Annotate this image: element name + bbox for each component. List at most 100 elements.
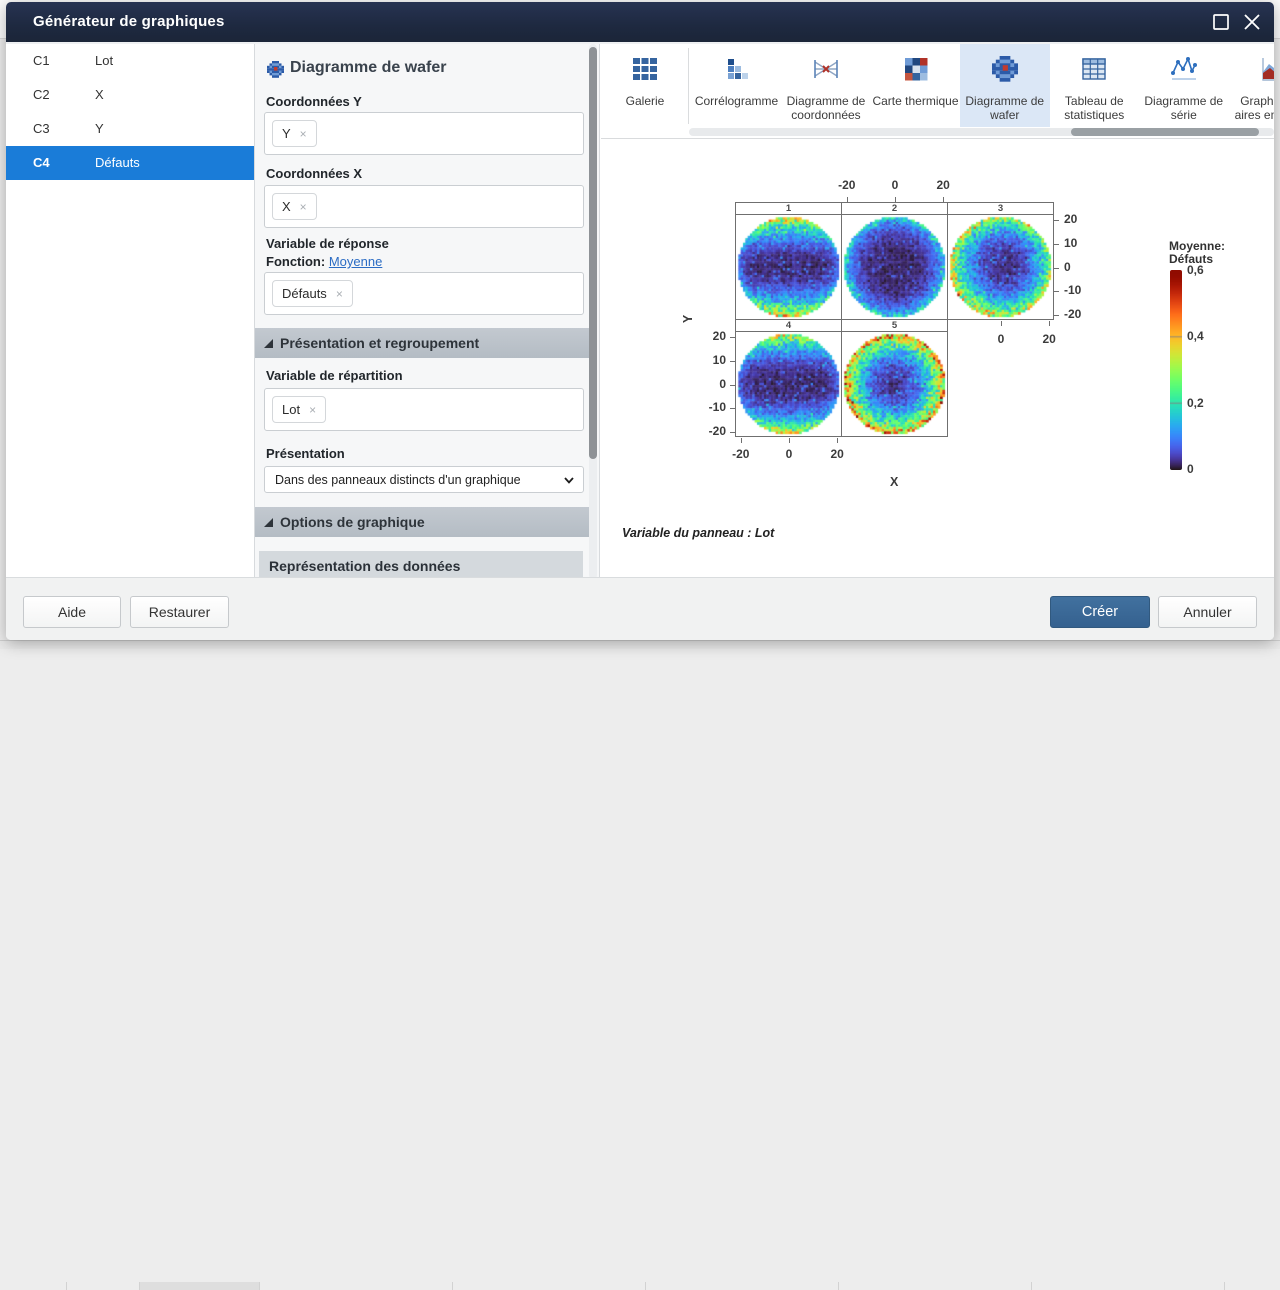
x-axis-tick-bottom	[740, 438, 742, 443]
variable-chip-y[interactable]: Y ×	[272, 120, 317, 147]
worksheet-grid-line	[66, 1282, 67, 1290]
column-row-c2[interactable]: C2 X	[6, 78, 254, 112]
cancel-button[interactable]: Annuler	[1158, 596, 1257, 628]
preview-pane: Galerie Corrélogramme Diagramme de co	[601, 44, 1274, 579]
worksheet-grid-line	[1224, 1282, 1225, 1290]
chip-remove-icon[interactable]: ×	[335, 286, 343, 301]
panel-label: 1	[736, 203, 841, 215]
chip-remove-icon[interactable]: ×	[299, 199, 307, 214]
section-graph-options[interactable]: Options de graphique	[255, 507, 591, 537]
y-axis-tick-right	[1054, 267, 1059, 269]
y-axis-tick-label-left: -10	[708, 400, 726, 415]
section-presentation-grouping[interactable]: Présentation et regroupement	[255, 328, 591, 358]
close-button[interactable]	[1238, 10, 1266, 34]
gallery-item-label: Diagramme de wafer	[965, 94, 1045, 122]
chip-label: Défauts	[282, 286, 327, 301]
builder-scrollbar-thumb[interactable]	[589, 47, 597, 459]
variable-chip-defauts[interactable]: Défauts ×	[272, 280, 353, 307]
gallery-item-correlogramme[interactable]: Corrélogramme	[692, 44, 781, 127]
statistics-table-icon	[1082, 58, 1106, 80]
wafer-plot-icon	[991, 56, 1018, 82]
y-axis-tick-label-left: 0	[719, 376, 726, 391]
help-button[interactable]: Aide	[23, 596, 121, 628]
x-axis-tick	[895, 197, 896, 202]
worksheet-grid-line	[452, 1282, 453, 1290]
wafer-canvas-5	[842, 332, 947, 436]
x-axis-tick-label: -20	[838, 178, 856, 192]
wafer-panel-3: 3	[947, 202, 1054, 320]
legend-tick-label: 0,2	[1187, 395, 1204, 410]
presentation-label: Présentation	[266, 446, 345, 461]
create-button[interactable]: Créer	[1050, 596, 1150, 628]
gallery-item-tableau-statistiques[interactable]: Tableau de statistiques	[1050, 44, 1140, 127]
subsection-data-display[interactable]: Représentation des données	[259, 551, 583, 579]
function-line: Fonction: Moyenne	[266, 254, 382, 269]
split-variable-label: Variable de répartition	[266, 368, 403, 383]
dialog-title: Générateur de graphiques	[33, 13, 225, 30]
heatmap-icon	[904, 58, 927, 81]
series-plot-icon	[1170, 56, 1197, 80]
chip-label: Lot	[282, 402, 301, 417]
column-row-c1[interactable]: C1 Lot	[6, 44, 254, 78]
chip-remove-icon[interactable]: ×	[299, 126, 307, 141]
restore-button[interactable]: Restaurer	[130, 596, 229, 628]
function-link[interactable]: Moyenne	[328, 254, 383, 269]
y-axis-tick-label-left: -20	[708, 424, 726, 439]
gallery-scrollbar-track[interactable]	[689, 128, 1274, 136]
gallery-item-label: Tableau de statistiques	[1064, 94, 1125, 122]
variable-chip-lot[interactable]: Lot ×	[272, 396, 327, 423]
y-axis-tick-label-right: -20	[1064, 307, 1082, 322]
column-id: C4	[33, 155, 50, 170]
gallery-scrollbar-thumb[interactable]	[1071, 128, 1259, 136]
wafer-canvas-1	[736, 215, 841, 319]
presentation-select[interactable]: Dans des panneaux distincts d'un graphiq…	[264, 466, 584, 493]
column-id: C2	[33, 87, 50, 102]
y-axis-tick-left	[730, 408, 735, 410]
legend-title: Moyenne: Défauts	[1169, 239, 1226, 266]
panel-variable-caption: Variable du panneau : Lot	[622, 526, 775, 540]
gallery-item-galerie[interactable]: Galerie	[601, 44, 689, 127]
x-axis-tick-label: 20	[936, 178, 950, 192]
column-name: Y	[95, 121, 104, 136]
x-axis-tick-label-bottom: 20	[830, 447, 844, 461]
x-coordinates-dropzone[interactable]: X ×	[264, 185, 584, 228]
maximize-button[interactable]	[1207, 10, 1235, 34]
gallery-grid-icon	[633, 58, 657, 80]
x-axis-tick-label-col3: 20	[1042, 332, 1056, 346]
y-axis-tick-label-right: -10	[1064, 283, 1082, 298]
y-axis-tick-left	[730, 432, 735, 434]
y-coordinates-label: Coordonnées Y	[266, 94, 362, 109]
response-dropzone[interactable]: Défauts ×	[264, 272, 584, 315]
builder-title: Diagramme de wafer	[290, 59, 447, 76]
gallery-item-carte-thermique[interactable]: Carte thermique	[871, 44, 960, 127]
variable-chip-x[interactable]: X ×	[272, 193, 317, 220]
column-row-c4-selected[interactable]: C4 Défauts	[6, 146, 254, 180]
gallery-item-graphique-aires[interactable]: Graphique à aires empilées	[1229, 44, 1274, 127]
y-axis-tick-left	[730, 360, 735, 362]
gallery-item-diagramme-serie[interactable]: Diagramme de série	[1139, 44, 1229, 127]
y-axis-tick-label-right: 10	[1064, 235, 1078, 250]
gallery-item-label: Carte thermique	[872, 94, 959, 108]
column-id: C3	[33, 121, 50, 136]
legend-tick-label: 0	[1187, 462, 1194, 476]
y-coordinates-dropzone[interactable]: Y ×	[264, 112, 584, 155]
gallery-item-diagramme-coordonnees[interactable]: Diagramme de coordonnées	[782, 44, 871, 127]
function-label: Fonction:	[266, 254, 326, 269]
gallery-divider	[688, 48, 689, 124]
x-coordinates-label: Coordonnées X	[266, 166, 363, 181]
gallery-item-diagramme-wafer-selected[interactable]: Diagramme de wafer	[960, 44, 1050, 127]
split-variable-dropzone[interactable]: Lot ×	[264, 388, 584, 431]
y-axis-tick-label-right: 20	[1064, 211, 1078, 226]
x-axis-tick-bottom	[837, 438, 839, 443]
column-id: C1	[33, 53, 50, 68]
panel-label: 3	[948, 203, 1053, 215]
gallery-item-label: Diagramme de coordonnées	[786, 94, 866, 122]
column-row-c3[interactable]: C3 Y	[6, 112, 254, 146]
close-icon	[1244, 14, 1260, 30]
y-axis-tick-label-left: 10	[712, 352, 726, 367]
wafer-panel-1: 1	[735, 202, 842, 320]
legend-colorbar	[1170, 270, 1182, 470]
x-axis-tick-label: 0	[891, 178, 899, 192]
chip-remove-icon[interactable]: ×	[309, 402, 317, 417]
wafer-canvas-2	[842, 215, 947, 319]
